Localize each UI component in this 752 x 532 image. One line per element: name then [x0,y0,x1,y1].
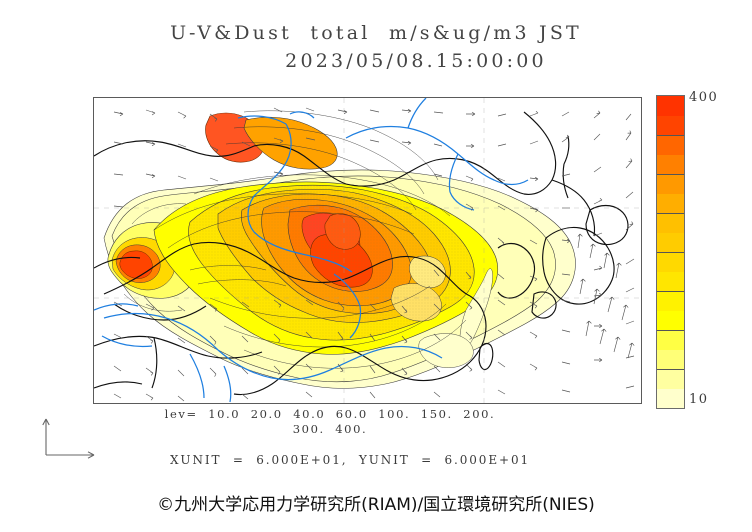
colorbar-separator [657,213,684,214]
coastlines [94,111,629,396]
colorbar-band [657,115,684,135]
colorbar-band [657,291,684,311]
vector-reference-axis [42,418,95,459]
colorbar-separator [657,135,684,136]
colorbar-separator [657,291,684,292]
map-canvas [94,98,641,403]
chart-title-block: U-V&Dust total m/s&ug/m3 JST 2023/05/08.… [0,22,752,72]
axis-units-line: XUNIT = 6.000E+01, YUNIT = 6.000E+01 [169,453,531,467]
colorbar-max-label: 400 [689,90,719,105]
contour-levels-row-1: lev= 10.0 20.0 40.0 60.0 100. 150. 200. [164,407,496,421]
title-line-1: U-V&Dust total m/s&ug/m3 JST [170,22,582,44]
colorbar-band [657,271,684,291]
colorbar-separator [657,330,684,331]
wind-vectors [113,107,635,402]
graticule [94,98,641,403]
contour-levels-row-2: 300. 400. [292,422,368,436]
colorbar-band [657,96,684,116]
contour-lines [123,110,467,369]
colorbar-band [657,369,684,389]
colorbar-band [657,135,684,155]
colorbar-band [657,232,684,252]
title-line-2: 2023/05/08.15:00:00 [285,50,547,72]
colorbar-band [657,252,684,272]
colorbar-band [657,154,684,174]
colorbar-band [657,388,684,408]
colorbar-band [657,310,684,330]
colorbar-band [657,349,684,369]
colorbar-separator [657,174,684,175]
colorbar-band [657,174,684,194]
colorbar-separator [657,369,684,370]
colorbar-band [657,213,684,233]
dust-map-plot[interactable] [93,97,642,404]
colorbar-band [657,330,684,350]
dust-colorbar[interactable] [656,95,685,409]
colorbar-min-label: 10 [689,392,709,407]
rivers-and-lakes [94,98,529,403]
colorbar-separator [657,252,684,253]
copyright-credit: ©九州大学応用力学研究所(RIAM)/国立環境研究所(NIES) [157,495,595,515]
dust-contour-fills [103,112,576,389]
colorbar-band [657,193,684,213]
